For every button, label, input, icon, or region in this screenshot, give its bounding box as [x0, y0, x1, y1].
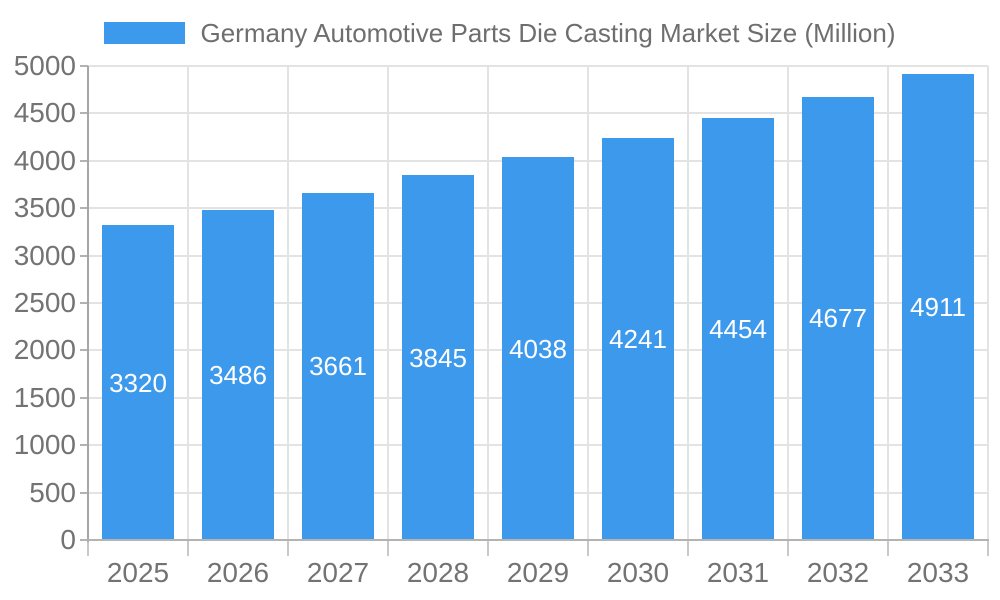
y-axis-tick-1500: [80, 396, 88, 399]
x-gridline-3: [387, 66, 389, 540]
y-axis-tick-0: [80, 539, 88, 541]
y-axis-tick-2500: [80, 302, 88, 304]
x-axis-tick-8: [887, 540, 889, 556]
bar-2031[interactable]: [702, 117, 774, 540]
x-gridline-1: [187, 66, 189, 540]
y-axis-tick-500: [80, 491, 88, 494]
x-gridline-7: [787, 66, 789, 540]
bar-2030[interactable]: [602, 137, 674, 540]
x-axis-tick-1: [187, 540, 189, 556]
bar-2033[interactable]: [902, 74, 974, 540]
x-axis-tick-9: [987, 540, 989, 556]
x-axis-tick-4: [487, 540, 489, 556]
x-axis-label-2026: 2026: [206, 557, 270, 588]
y-axis-label-1500: 1500: [13, 381, 76, 413]
y-axis-tick-4500: [80, 112, 88, 115]
x-gridline-8: [887, 66, 889, 540]
y-axis-label-500: 500: [29, 476, 76, 508]
x-gridline-6: [687, 66, 689, 540]
y-axis-label-2000: 2000: [13, 334, 76, 366]
bar-2029[interactable]: [502, 157, 574, 540]
x-axis-tick-5: [587, 540, 589, 556]
bar-2027[interactable]: [302, 192, 374, 540]
y-axis-tick-3000: [80, 254, 88, 257]
y-axis-label-2500: 2500: [13, 287, 76, 318]
y-axis-line: [87, 66, 89, 542]
x-gridline-5: [587, 66, 589, 540]
y-axis-tick-3500: [80, 207, 88, 210]
bar-2026[interactable]: [202, 209, 274, 540]
y-axis-tick-2000: [80, 349, 88, 352]
x-axis-tick-7: [787, 540, 789, 556]
y-axis-label-3500: 3500: [13, 192, 76, 224]
bar-2028[interactable]: [402, 175, 474, 540]
x-axis-tick-2: [287, 540, 289, 556]
y-gridline-4500: [88, 112, 988, 115]
y-axis-tick-1000: [80, 444, 88, 447]
x-axis-tick-6: [687, 540, 689, 556]
bar-2032[interactable]: [802, 96, 874, 540]
x-axis-label-2032: 2032: [806, 557, 870, 588]
x-axis-label-2031: 2031: [706, 557, 770, 588]
y-gridline-5000: [88, 65, 988, 67]
y-axis-label-0: 0: [60, 524, 76, 555]
y-axis-tick-4000: [80, 159, 88, 162]
x-gridline-4: [487, 66, 489, 540]
legend-item[interactable]: Germany Automotive Parts Die Casting Mar…: [0, 16, 1000, 50]
x-axis-line: [87, 539, 989, 541]
x-gridline-9: [987, 66, 989, 540]
y-axis-tick-5000: [80, 65, 88, 67]
x-axis-label-2029: 2029: [506, 557, 570, 588]
legend-swatch-icon: [104, 22, 186, 44]
legend-label: Germany Automotive Parts Die Casting Mar…: [200, 17, 896, 48]
y-axis-label-4500: 4500: [13, 97, 76, 129]
x-axis-label-2025: 2025: [106, 557, 170, 588]
bar-2025[interactable]: [102, 225, 174, 540]
x-axis-label-2030: 2030: [606, 557, 670, 588]
y-axis-label-3000: 3000: [13, 239, 76, 271]
x-axis-label-2027: 2027: [306, 557, 370, 588]
x-axis-tick-0: [87, 540, 89, 556]
y-axis-label-1000: 1000: [13, 429, 76, 461]
x-gridline-2: [287, 66, 289, 540]
x-axis-tick-3: [387, 540, 389, 556]
x-axis-label-2033: 2033: [906, 557, 970, 588]
y-axis-label-4000: 4000: [13, 144, 76, 176]
x-axis-label-2028: 2028: [406, 557, 470, 588]
y-axis-label-5000: 5000: [13, 50, 76, 81]
